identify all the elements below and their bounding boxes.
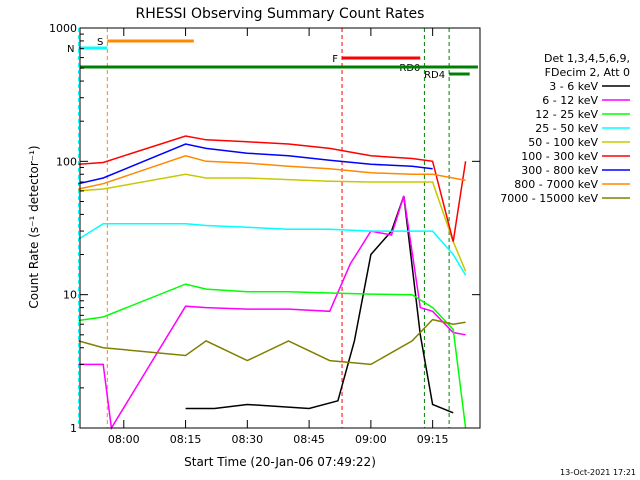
legend-label-5: 100 - 300 keV: [521, 150, 598, 163]
y-axis-label: Count Rate (s⁻¹ detector⁻¹): [27, 145, 41, 308]
x-axis-label: Start Time (20-Jan-06 07:49:22): [184, 455, 376, 469]
y-tick-label-10: 10: [63, 289, 77, 302]
annotation-label-n: N: [67, 44, 74, 55]
series-line-1: [78, 195, 466, 431]
x-tick-label-08:30: 08:30: [231, 433, 263, 446]
x-tick-label-08:15: 08:15: [170, 433, 202, 446]
annotation-label-f: F: [332, 54, 338, 65]
annotation-label-rd4: RD4: [424, 70, 445, 81]
y-tick-label-1000: 1000: [49, 22, 77, 35]
series-line-6: [78, 143, 433, 185]
legend-label-0: 3 - 6 keV: [549, 80, 598, 93]
x-tick-label-08:00: 08:00: [108, 433, 140, 446]
legend-label-3: 25 - 50 keV: [535, 122, 598, 135]
legend-label-7: 800 - 7000 keV: [514, 178, 598, 191]
series-line-8: [78, 318, 466, 366]
y-tick-label-1: 1: [70, 422, 77, 435]
footer-timestamp: 13-Oct-2021 17:21: [560, 468, 636, 477]
y-tick-label-100: 100: [56, 155, 77, 168]
legend-label-1: 6 - 12 keV: [542, 94, 598, 107]
series-line-0: [185, 195, 454, 414]
x-tick-label-09:15: 09:15: [417, 433, 449, 446]
series-line-2: [78, 283, 467, 429]
series-layer: [78, 135, 467, 431]
plot-frame: [79, 27, 481, 429]
legend-label-8: 7000 - 15000 keV: [500, 192, 598, 205]
series-line-4: [78, 173, 467, 272]
legend-label-2: 12 - 25 keV: [535, 108, 598, 121]
legend-header-line: Det 1,3,4,5,6,9,: [544, 52, 630, 65]
legend-header-line: FDecim 2, Att 0: [545, 66, 630, 79]
legend-label-4: 50 - 100 keV: [528, 136, 598, 149]
annotation-label-s: S: [97, 37, 103, 48]
legend: Det 1,3,4,5,6,9,FDecim 2, Att 03 - 6 keV…: [500, 52, 630, 205]
x-tick-label-09:00: 09:00: [355, 433, 387, 446]
chart-title: RHESSI Observing Summary Count Rates: [136, 6, 425, 22]
x-tick-label-08:45: 08:45: [293, 433, 325, 446]
axes-layer: 1 10 100 1000 08:00 08:15 08:30 08:45 09:00 09:15: [49, 22, 481, 446]
series-line-3: [78, 223, 467, 276]
series-line-7: [78, 155, 466, 190]
legend-label-6: 300 - 800 keV: [521, 164, 598, 177]
